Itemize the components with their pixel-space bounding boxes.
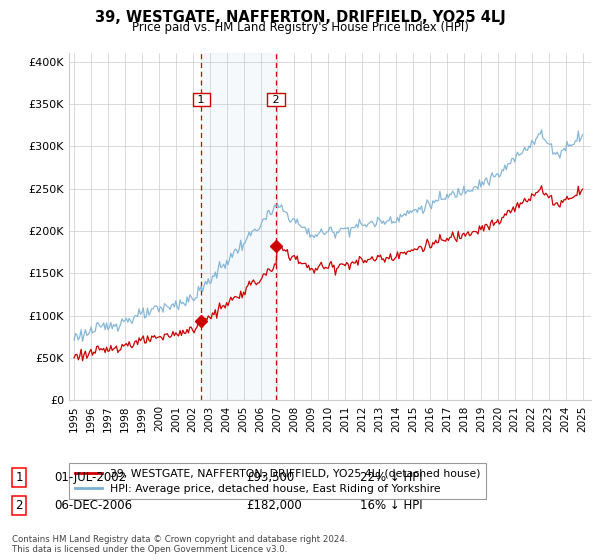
Text: 2: 2 <box>16 498 23 512</box>
Text: 1: 1 <box>16 470 23 484</box>
Text: Price paid vs. HM Land Registry's House Price Index (HPI): Price paid vs. HM Land Registry's House … <box>131 21 469 34</box>
Text: Contains HM Land Registry data © Crown copyright and database right 2024.
This d: Contains HM Land Registry data © Crown c… <box>12 535 347 554</box>
Text: £182,000: £182,000 <box>246 498 302 512</box>
Text: 22% ↓ HPI: 22% ↓ HPI <box>360 470 422 484</box>
Text: 39, WESTGATE, NAFFERTON, DRIFFIELD, YO25 4LJ: 39, WESTGATE, NAFFERTON, DRIFFIELD, YO25… <box>95 10 505 25</box>
Text: 06-DEC-2006: 06-DEC-2006 <box>54 498 132 512</box>
Bar <box>201 53 276 400</box>
Legend: 39, WESTGATE, NAFFERTON, DRIFFIELD, YO25 4LJ (detached house), HPI: Average pric: 39, WESTGATE, NAFFERTON, DRIFFIELD, YO25… <box>69 463 486 500</box>
Text: 16% ↓ HPI: 16% ↓ HPI <box>360 498 422 512</box>
Text: 2: 2 <box>269 95 283 105</box>
Text: 1: 1 <box>194 95 208 105</box>
Text: 01-JUL-2002: 01-JUL-2002 <box>54 470 126 484</box>
Text: £93,500: £93,500 <box>246 470 294 484</box>
